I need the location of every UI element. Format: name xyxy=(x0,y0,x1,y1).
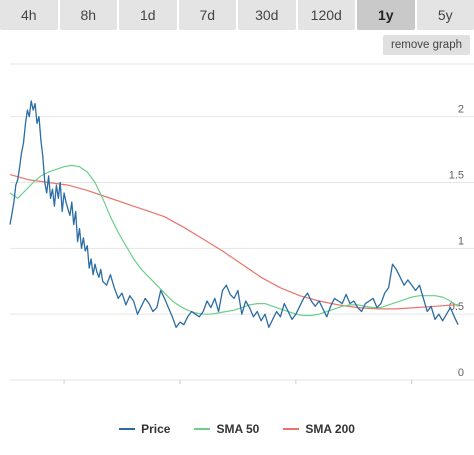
series-line-sma-200 xyxy=(9,174,459,310)
legend-label: SMA 50 xyxy=(216,422,260,436)
tab-1y[interactable]: 1y xyxy=(357,0,415,30)
y-tick-label: 1.5 xyxy=(449,170,464,182)
legend-swatch xyxy=(194,428,211,430)
series-line-sma-50 xyxy=(9,164,459,317)
tab-4h[interactable]: 4h xyxy=(0,0,58,30)
y-tick-label: 1 xyxy=(458,235,464,247)
chart-legend: Price SMA 50 SMA 200 xyxy=(0,418,474,440)
tab-120d[interactable]: 120d xyxy=(297,0,355,30)
legend-label: SMA 200 xyxy=(305,422,355,436)
remove-graph-button[interactable]: remove graph xyxy=(383,35,470,55)
tab-8h[interactable]: 8h xyxy=(59,0,117,30)
legend-label: Price xyxy=(141,422,171,436)
legend-item-price[interactable]: Price xyxy=(119,422,170,436)
timeframe-tabs: 4h 8h 1d 7d 30d 120d 1y 5y xyxy=(0,0,474,30)
legend-item-sma-200[interactable]: SMA 200 xyxy=(283,422,355,436)
tab-5y[interactable]: 5y xyxy=(416,0,474,30)
y-tick-label: 0.5 xyxy=(449,301,464,313)
tab-1d[interactable]: 1d xyxy=(119,0,177,30)
legend-swatch xyxy=(119,428,136,430)
legend-item-sma-50[interactable]: SMA 50 xyxy=(194,422,259,436)
tab-30d[interactable]: 30d xyxy=(238,0,296,30)
series-line-price xyxy=(9,100,459,328)
y-tick-label: 0 xyxy=(458,367,464,379)
tab-7d[interactable]: 7d xyxy=(178,0,236,30)
price-chart: 00.511.52Jan '25Apr '25Jul '25Oct '25 xyxy=(9,63,474,384)
legend-swatch xyxy=(283,428,300,430)
y-tick-label: 2 xyxy=(458,104,464,116)
